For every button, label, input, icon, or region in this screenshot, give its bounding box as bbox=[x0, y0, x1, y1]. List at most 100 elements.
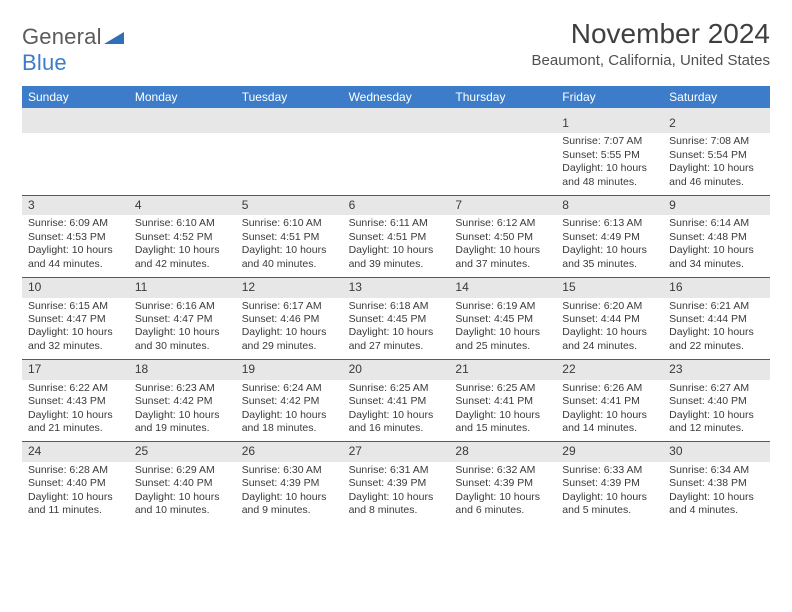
sunrise-line: Sunrise: 6:26 AM bbox=[562, 382, 657, 395]
day-number: 19 bbox=[236, 360, 343, 379]
dow-cell: Monday bbox=[129, 86, 236, 108]
sunset-line: Sunset: 4:53 PM bbox=[28, 231, 123, 244]
day-cell: 12Sunrise: 6:17 AMSunset: 4:46 PMDayligh… bbox=[236, 278, 343, 359]
week-row: 1Sunrise: 7:07 AMSunset: 5:55 PMDaylight… bbox=[22, 114, 770, 196]
daylight-line: Daylight: 10 hours and 44 minutes. bbox=[28, 244, 123, 271]
day-number bbox=[236, 114, 343, 133]
logo: General Blue bbox=[22, 18, 124, 76]
day-number: 18 bbox=[129, 360, 236, 379]
sunrise-line: Sunrise: 6:14 AM bbox=[669, 217, 764, 230]
daylight-line: Daylight: 10 hours and 6 minutes. bbox=[455, 491, 550, 518]
sunset-line: Sunset: 4:41 PM bbox=[562, 395, 657, 408]
day-cell bbox=[22, 114, 129, 195]
sunset-line: Sunset: 4:45 PM bbox=[349, 313, 444, 326]
day-number: 28 bbox=[449, 442, 556, 461]
logo-text-block: General Blue bbox=[22, 24, 124, 76]
day-number: 29 bbox=[556, 442, 663, 461]
day-cell: 9Sunrise: 6:14 AMSunset: 4:48 PMDaylight… bbox=[663, 196, 770, 277]
day-cell: 15Sunrise: 6:20 AMSunset: 4:44 PMDayligh… bbox=[556, 278, 663, 359]
daylight-line: Daylight: 10 hours and 32 minutes. bbox=[28, 326, 123, 353]
sunrise-line: Sunrise: 6:25 AM bbox=[349, 382, 444, 395]
sunset-line: Sunset: 4:43 PM bbox=[28, 395, 123, 408]
sunrise-line: Sunrise: 6:10 AM bbox=[242, 217, 337, 230]
day-cell: 20Sunrise: 6:25 AMSunset: 4:41 PMDayligh… bbox=[343, 360, 450, 441]
sunrise-line: Sunrise: 6:13 AM bbox=[562, 217, 657, 230]
sunrise-line: Sunrise: 6:21 AM bbox=[669, 300, 764, 313]
day-cell bbox=[449, 114, 556, 195]
dow-cell: Saturday bbox=[663, 86, 770, 108]
weeks-container: 1Sunrise: 7:07 AMSunset: 5:55 PMDaylight… bbox=[22, 114, 770, 524]
day-cell: 7Sunrise: 6:12 AMSunset: 4:50 PMDaylight… bbox=[449, 196, 556, 277]
sunrise-line: Sunrise: 6:19 AM bbox=[455, 300, 550, 313]
day-number: 24 bbox=[22, 442, 129, 461]
day-number: 9 bbox=[663, 196, 770, 215]
day-number: 16 bbox=[663, 278, 770, 297]
day-number: 22 bbox=[556, 360, 663, 379]
day-cell: 16Sunrise: 6:21 AMSunset: 4:44 PMDayligh… bbox=[663, 278, 770, 359]
sunset-line: Sunset: 4:40 PM bbox=[28, 477, 123, 490]
daylight-line: Daylight: 10 hours and 21 minutes. bbox=[28, 409, 123, 436]
day-number: 12 bbox=[236, 278, 343, 297]
sunrise-line: Sunrise: 6:16 AM bbox=[135, 300, 230, 313]
sunrise-line: Sunrise: 6:29 AM bbox=[135, 464, 230, 477]
dow-cell: Thursday bbox=[449, 86, 556, 108]
daylight-line: Daylight: 10 hours and 9 minutes. bbox=[242, 491, 337, 518]
day-number: 4 bbox=[129, 196, 236, 215]
daylight-line: Daylight: 10 hours and 34 minutes. bbox=[669, 244, 764, 271]
daylight-line: Daylight: 10 hours and 30 minutes. bbox=[135, 326, 230, 353]
day-of-week-header: SundayMondayTuesdayWednesdayThursdayFrid… bbox=[22, 86, 770, 108]
sunrise-line: Sunrise: 6:32 AM bbox=[455, 464, 550, 477]
sunset-line: Sunset: 4:40 PM bbox=[135, 477, 230, 490]
week-row: 24Sunrise: 6:28 AMSunset: 4:40 PMDayligh… bbox=[22, 442, 770, 523]
day-cell: 4Sunrise: 6:10 AMSunset: 4:52 PMDaylight… bbox=[129, 196, 236, 277]
daylight-line: Daylight: 10 hours and 18 minutes. bbox=[242, 409, 337, 436]
sunrise-line: Sunrise: 6:17 AM bbox=[242, 300, 337, 313]
week-row: 10Sunrise: 6:15 AMSunset: 4:47 PMDayligh… bbox=[22, 278, 770, 360]
daylight-line: Daylight: 10 hours and 14 minutes. bbox=[562, 409, 657, 436]
daylight-line: Daylight: 10 hours and 37 minutes. bbox=[455, 244, 550, 271]
daylight-line: Daylight: 10 hours and 4 minutes. bbox=[669, 491, 764, 518]
daylight-line: Daylight: 10 hours and 29 minutes. bbox=[242, 326, 337, 353]
location-text: Beaumont, California, United States bbox=[532, 52, 770, 69]
day-number: 8 bbox=[556, 196, 663, 215]
day-cell: 25Sunrise: 6:29 AMSunset: 4:40 PMDayligh… bbox=[129, 442, 236, 523]
day-number: 27 bbox=[343, 442, 450, 461]
day-cell: 27Sunrise: 6:31 AMSunset: 4:39 PMDayligh… bbox=[343, 442, 450, 523]
dow-cell: Friday bbox=[556, 86, 663, 108]
daylight-line: Daylight: 10 hours and 5 minutes. bbox=[562, 491, 657, 518]
dow-cell: Sunday bbox=[22, 86, 129, 108]
daylight-line: Daylight: 10 hours and 46 minutes. bbox=[669, 162, 764, 189]
day-number: 30 bbox=[663, 442, 770, 461]
day-number: 23 bbox=[663, 360, 770, 379]
sunset-line: Sunset: 4:39 PM bbox=[349, 477, 444, 490]
daylight-line: Daylight: 10 hours and 35 minutes. bbox=[562, 244, 657, 271]
sunset-line: Sunset: 4:42 PM bbox=[242, 395, 337, 408]
daylight-line: Daylight: 10 hours and 42 minutes. bbox=[135, 244, 230, 271]
week-row: 3Sunrise: 6:09 AMSunset: 4:53 PMDaylight… bbox=[22, 196, 770, 278]
sunset-line: Sunset: 4:44 PM bbox=[562, 313, 657, 326]
day-number: 13 bbox=[343, 278, 450, 297]
day-number: 26 bbox=[236, 442, 343, 461]
sunset-line: Sunset: 4:39 PM bbox=[242, 477, 337, 490]
sunrise-line: Sunrise: 6:11 AM bbox=[349, 217, 444, 230]
day-cell: 17Sunrise: 6:22 AMSunset: 4:43 PMDayligh… bbox=[22, 360, 129, 441]
daylight-line: Daylight: 10 hours and 11 minutes. bbox=[28, 491, 123, 518]
day-cell: 1Sunrise: 7:07 AMSunset: 5:55 PMDaylight… bbox=[556, 114, 663, 195]
sunrise-line: Sunrise: 6:10 AM bbox=[135, 217, 230, 230]
header-row: General Blue November 2024 Beaumont, Cal… bbox=[22, 18, 770, 76]
day-cell bbox=[343, 114, 450, 195]
day-cell: 2Sunrise: 7:08 AMSunset: 5:54 PMDaylight… bbox=[663, 114, 770, 195]
sunrise-line: Sunrise: 7:07 AM bbox=[562, 135, 657, 148]
sunset-line: Sunset: 4:51 PM bbox=[242, 231, 337, 244]
calendar-grid: SundayMondayTuesdayWednesdayThursdayFrid… bbox=[22, 86, 770, 524]
day-number: 5 bbox=[236, 196, 343, 215]
logo-mark-icon bbox=[104, 31, 124, 48]
dow-cell: Wednesday bbox=[343, 86, 450, 108]
sunset-line: Sunset: 5:55 PM bbox=[562, 149, 657, 162]
daylight-line: Daylight: 10 hours and 22 minutes. bbox=[669, 326, 764, 353]
sunrise-line: Sunrise: 7:08 AM bbox=[669, 135, 764, 148]
daylight-line: Daylight: 10 hours and 40 minutes. bbox=[242, 244, 337, 271]
daylight-line: Daylight: 10 hours and 15 minutes. bbox=[455, 409, 550, 436]
sunrise-line: Sunrise: 6:15 AM bbox=[28, 300, 123, 313]
sunrise-line: Sunrise: 6:25 AM bbox=[455, 382, 550, 395]
